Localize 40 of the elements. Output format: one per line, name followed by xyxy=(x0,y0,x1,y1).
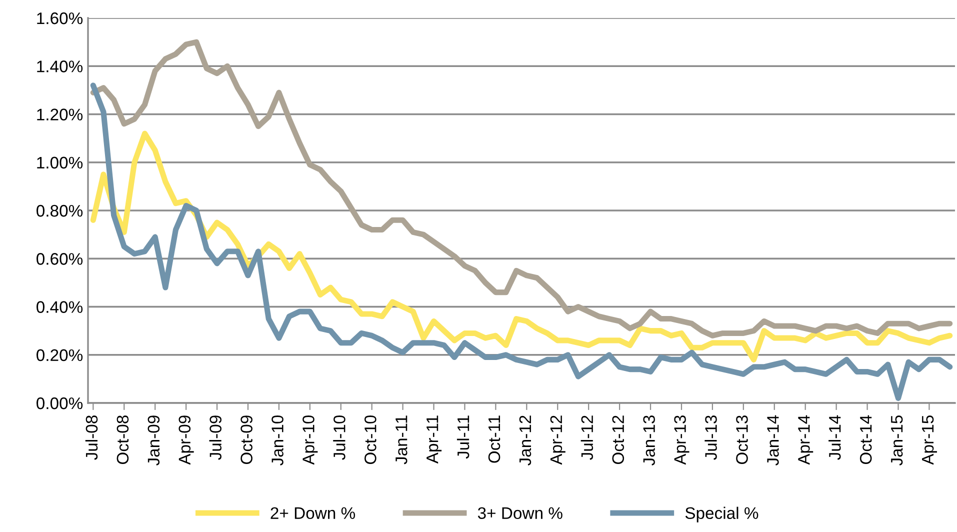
x-tick-label: Oct-10 xyxy=(364,415,376,464)
y-tick-label: 0.20% xyxy=(36,349,83,362)
y-tick-label: 0.00% xyxy=(36,397,83,410)
x-tick-label: Jul-11 xyxy=(456,416,470,459)
x-tick-label: Apr-14 xyxy=(798,415,814,465)
x-tick-label: Oct-08 xyxy=(116,416,129,464)
x-tick-label: Jan-09 xyxy=(148,416,160,466)
x-tick-label: Oct-11 xyxy=(488,416,500,463)
x-tick-label: Jan-13 xyxy=(643,416,655,466)
legend-label: 3+ Down % xyxy=(478,507,562,520)
x-tick-label: Apr-09 xyxy=(178,416,194,465)
x-tick-label: Apr-12 xyxy=(550,416,566,465)
x-tick-label: Jul-08 xyxy=(85,416,98,460)
y-tick-label: 1.00% xyxy=(37,156,83,169)
x-tick-label: Oct-13 xyxy=(736,416,748,464)
x-tick-label: Jul-10 xyxy=(333,415,346,460)
x-tick-label: Jul-13 xyxy=(704,416,717,460)
y-tick-label: 1.60% xyxy=(37,12,83,24)
y-tick-label: 0.40% xyxy=(36,301,83,313)
x-tick-label: Apr-11 xyxy=(426,416,442,464)
x-tick-label: Apr-10 xyxy=(302,415,318,465)
y-tick-label: 0.80% xyxy=(36,204,83,217)
y-tick-label: 1.40% xyxy=(37,60,83,72)
x-tick-label: Apr-13 xyxy=(674,416,690,465)
legend-label: 2+ Down % xyxy=(270,507,356,520)
x-tick-label: Jan-10 xyxy=(272,415,284,466)
x-tick-label: Jul-09 xyxy=(209,416,222,460)
x-tick-label: Jul-14 xyxy=(828,415,841,460)
x-tick-label: Oct-14 xyxy=(860,415,872,464)
legend-label: Special % xyxy=(685,506,758,522)
x-tick-label: Jan-11 xyxy=(396,416,408,464)
x-tick-label: Oct-12 xyxy=(612,416,624,464)
x-tick-label: Jan-14 xyxy=(767,415,779,466)
y-tick-label: 1.20% xyxy=(37,108,83,120)
x-tick-label: Jul-12 xyxy=(580,416,594,460)
x-tick-label: Apr-15 xyxy=(922,416,937,465)
x-tick-label: Jan-15 xyxy=(891,416,903,466)
x-tick-label: Jan-12 xyxy=(519,416,532,466)
x-tick-label: Oct-09 xyxy=(240,416,252,464)
y-tick-label: 0.60% xyxy=(36,253,83,265)
